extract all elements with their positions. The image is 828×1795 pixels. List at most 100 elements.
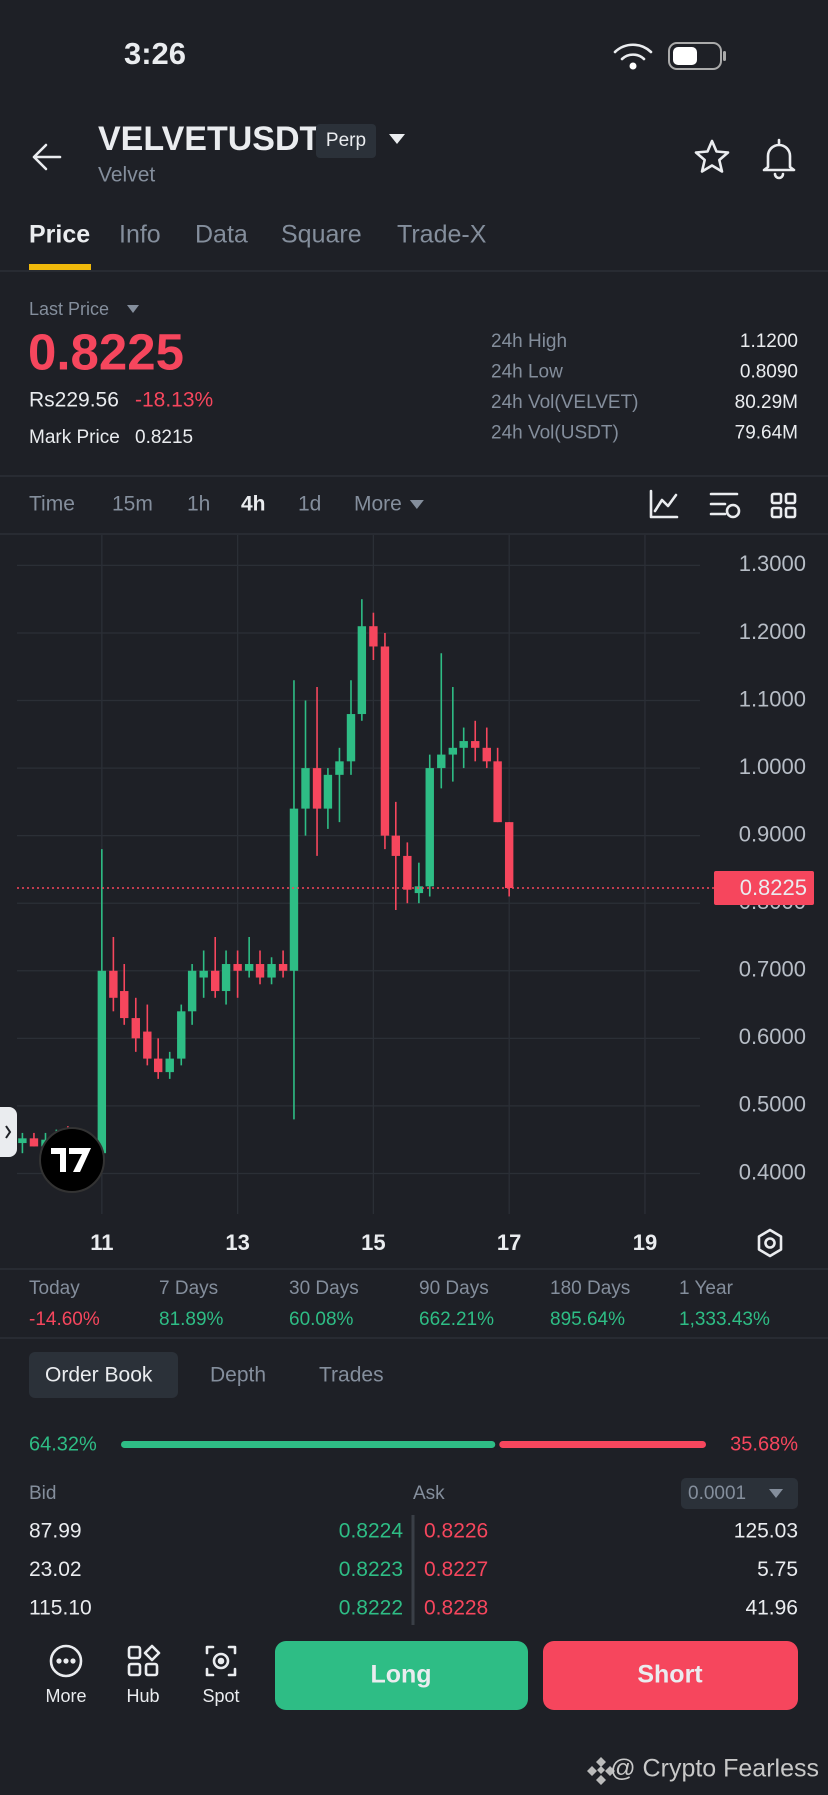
price-line-label: 0.8225 — [740, 875, 807, 900]
candle-body — [459, 741, 468, 748]
nav-label[interactable]: More — [45, 1686, 86, 1706]
tab[interactable]: Data — [195, 221, 248, 249]
candle-body — [335, 761, 344, 775]
price-change: -18.13% — [135, 389, 213, 412]
book-tab[interactable]: Trades — [319, 1364, 384, 1387]
candle-body — [165, 1058, 174, 1073]
tab[interactable]: Info — [119, 221, 161, 249]
watermark: @ Crypto Fearless — [610, 1755, 819, 1783]
ratio-bar — [121, 1441, 496, 1448]
ask-ratio: 35.68% — [730, 1433, 798, 1455]
book-tab[interactable]: Depth — [210, 1364, 266, 1387]
bid-ratio: 64.32% — [29, 1433, 97, 1455]
candle-body — [369, 626, 378, 647]
candle-body — [301, 768, 310, 809]
y-tick-label: 0.9000 — [739, 821, 806, 846]
book-tab[interactable]: Order Book — [45, 1364, 153, 1387]
battery-icon — [668, 42, 726, 70]
period-change: 60.08% — [289, 1309, 354, 1330]
chart-settings[interactable] — [757, 1228, 783, 1258]
chart-settings-dot — [764, 1237, 776, 1249]
candle-body — [414, 886, 424, 894]
chart-settings-button[interactable] — [709, 492, 741, 519]
ask-amount: 125.03 — [734, 1520, 798, 1543]
precision-select[interactable] — [681, 1478, 798, 1509]
stat-value: 79.64M — [735, 423, 798, 444]
favorite-button[interactable] — [694, 139, 730, 173]
more-icon — [49, 1644, 83, 1678]
candle-body — [323, 774, 333, 809]
tab[interactable]: Price — [29, 221, 90, 249]
candle-body — [177, 1011, 186, 1059]
indicator-button[interactable] — [649, 489, 679, 519]
tradingview-logo — [39, 1127, 105, 1193]
long-label: Long — [370, 1661, 431, 1689]
label-dropdown[interactable] — [127, 305, 139, 313]
layout-button[interactable] — [770, 492, 797, 519]
tab[interactable]: Trade-X — [397, 221, 487, 249]
y-tick-label: 0.6000 — [739, 1024, 806, 1049]
tab[interactable]: Square — [281, 221, 362, 249]
candle-body — [244, 964, 254, 971]
period-label: 180 Days — [550, 1278, 630, 1299]
ask-price: 0.8228 — [424, 1597, 488, 1620]
nav-label[interactable]: Hub — [126, 1686, 159, 1706]
candle-body — [120, 991, 129, 1019]
candle-body — [109, 970, 118, 998]
interval[interactable]: 1h — [187, 493, 210, 516]
ask-label: Ask — [413, 1483, 445, 1504]
candle-body — [187, 970, 197, 1012]
candle-body — [504, 822, 514, 889]
period-change: -14.60% — [29, 1309, 100, 1330]
active-book-tab — [29, 1352, 178, 1398]
badge-bg — [316, 124, 376, 158]
candle-body — [346, 714, 356, 762]
candle-body — [131, 1018, 140, 1039]
status-time: 3:26 — [124, 36, 186, 71]
interval[interactable]: 1d — [298, 493, 321, 516]
candle-body — [97, 970, 107, 1154]
candle-body — [278, 964, 288, 971]
interval[interactable]: Time — [29, 493, 75, 516]
candle-body — [437, 754, 446, 769]
ask-amount: 5.75 — [757, 1558, 798, 1581]
symbol-dropdown[interactable] — [389, 134, 405, 144]
symbol: VELVETUSDT — [98, 120, 321, 158]
fiat-price: Rs229.56 — [29, 389, 119, 412]
nav-label[interactable]: Spot — [202, 1686, 239, 1706]
long-button[interactable] — [275, 1641, 528, 1710]
candle-body — [380, 646, 390, 836]
interval[interactable]: 15m — [112, 493, 153, 516]
interval[interactable]: More — [354, 493, 402, 516]
ask-amount: 41.96 — [745, 1597, 798, 1620]
candle-body — [289, 808, 299, 971]
interval[interactable]: 4h — [241, 493, 266, 516]
perp-badge: Perp — [326, 130, 366, 151]
bid-price: 0.8223 — [339, 1558, 403, 1581]
wifi-icon — [613, 43, 653, 70]
precision-dropdown — [769, 1489, 783, 1498]
back-button[interactable] — [32, 143, 62, 171]
candle-body — [448, 747, 458, 755]
y-tick-label: 0.7000 — [739, 957, 806, 982]
short-button[interactable] — [543, 1641, 798, 1710]
price-line-tag — [714, 871, 814, 906]
period-change: 895.64% — [550, 1309, 625, 1330]
active-tab-indicator — [29, 264, 91, 270]
stat-value: 0.8090 — [740, 362, 798, 383]
drawer-handle[interactable] — [0, 1107, 17, 1157]
y-tick-label: 1.1000 — [739, 686, 806, 711]
y-tick-label: 1.2000 — [739, 619, 806, 644]
bid-amount: 23.02 — [29, 1558, 82, 1581]
x-tick-label: 13 — [225, 1230, 249, 1255]
candle-body — [482, 747, 491, 762]
alert-button[interactable] — [762, 138, 796, 180]
candle-body — [471, 741, 480, 748]
candle-body — [143, 1031, 152, 1059]
stat-label: 24h Vol(VELVET) — [491, 392, 639, 413]
stat-label: 24h Low — [491, 362, 563, 383]
candle-body — [403, 855, 412, 890]
y-tick-label: 0.5000 — [739, 1092, 806, 1117]
spot-icon — [205, 1645, 237, 1677]
